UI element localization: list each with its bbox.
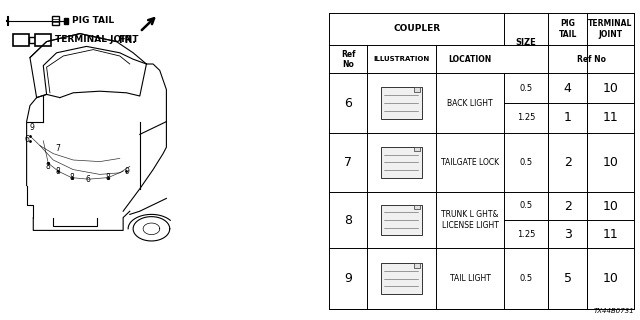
Text: 4: 4 <box>564 82 572 95</box>
Text: 7: 7 <box>344 156 352 169</box>
Text: TAIL LIGHT: TAIL LIGHT <box>449 274 490 283</box>
Bar <box>64 18 68 24</box>
Text: ILLUSTRATION: ILLUSTRATION <box>373 56 429 62</box>
Bar <box>414 147 420 151</box>
Bar <box>13 34 29 46</box>
Bar <box>52 16 59 25</box>
Text: 7: 7 <box>56 144 61 153</box>
Text: 9: 9 <box>124 167 129 176</box>
Text: 8: 8 <box>46 162 51 171</box>
Text: 10: 10 <box>603 272 618 285</box>
Bar <box>381 87 422 119</box>
Text: 0.5: 0.5 <box>520 202 532 211</box>
Bar <box>414 87 420 92</box>
Text: 6: 6 <box>344 97 352 109</box>
Text: FR.: FR. <box>118 35 136 45</box>
Bar <box>381 147 422 178</box>
Bar <box>381 204 422 236</box>
Text: PIG TAIL: PIG TAIL <box>72 16 114 25</box>
Text: 10: 10 <box>603 82 618 95</box>
Text: BACK LIGHT: BACK LIGHT <box>447 99 493 108</box>
Text: 3: 3 <box>564 228 572 241</box>
Text: 6: 6 <box>24 135 29 144</box>
Bar <box>381 263 422 294</box>
Text: 1: 1 <box>564 111 572 124</box>
Text: 0.5: 0.5 <box>520 158 532 167</box>
Text: 8: 8 <box>69 173 74 182</box>
Text: 5: 5 <box>564 272 572 285</box>
Text: 1.25: 1.25 <box>517 113 536 122</box>
Text: 8: 8 <box>56 167 61 176</box>
Text: 11: 11 <box>603 228 618 241</box>
Text: LOCATION: LOCATION <box>449 55 492 64</box>
Text: 1.25: 1.25 <box>517 229 536 239</box>
Bar <box>414 263 420 268</box>
Text: 11: 11 <box>603 111 618 124</box>
Bar <box>35 34 51 46</box>
Text: 2: 2 <box>564 199 572 212</box>
Text: 10: 10 <box>603 156 618 169</box>
Text: 0.5: 0.5 <box>520 274 532 283</box>
Text: PIG
TAIL: PIG TAIL <box>559 19 577 39</box>
Text: COUPLER: COUPLER <box>394 24 440 33</box>
Text: 10: 10 <box>603 199 618 212</box>
Text: 6: 6 <box>86 175 91 184</box>
Text: Ref No: Ref No <box>577 55 605 64</box>
Bar <box>29 37 35 43</box>
Text: TAILGATE LOCK: TAILGATE LOCK <box>441 158 499 167</box>
Text: 8: 8 <box>106 173 111 182</box>
Text: TERMINAL JOINT: TERMINAL JOINT <box>55 36 138 44</box>
Text: SIZE: SIZE <box>516 38 536 47</box>
Text: TERMINAL
JOINT: TERMINAL JOINT <box>588 19 633 39</box>
Text: 9: 9 <box>29 124 34 132</box>
Bar <box>414 204 420 209</box>
Text: 8: 8 <box>344 213 352 227</box>
Text: 2: 2 <box>564 156 572 169</box>
Text: TX44B0731: TX44B0731 <box>593 308 634 314</box>
Text: 0.5: 0.5 <box>520 84 532 93</box>
Text: Ref
No: Ref No <box>341 50 355 69</box>
Text: TRUNK L GHT&
LICENSE LIGHT: TRUNK L GHT& LICENSE LIGHT <box>441 210 499 230</box>
Text: 9: 9 <box>344 272 352 285</box>
